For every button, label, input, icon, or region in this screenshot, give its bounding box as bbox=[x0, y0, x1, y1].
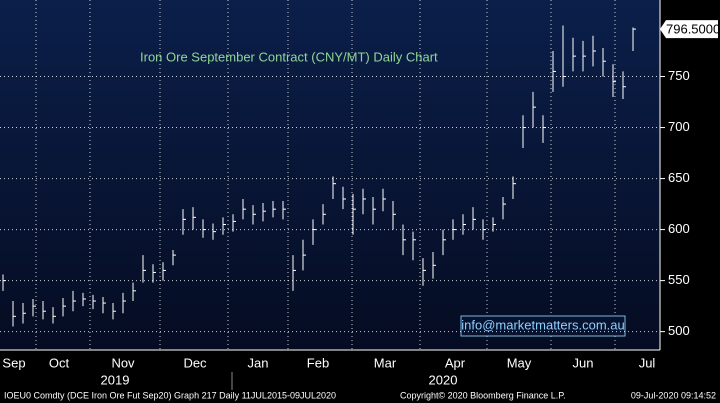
x-tick-label: Apr bbox=[445, 355, 466, 370]
footer-right: 09-Jul-2020 09:14:52 bbox=[631, 390, 716, 400]
y-tick-label: 550 bbox=[668, 272, 690, 287]
last-price-pointer bbox=[660, 20, 718, 39]
x-tick-label: Mar bbox=[374, 355, 397, 370]
x-tick-label: Oct bbox=[49, 355, 70, 370]
x-tick-label: Sep bbox=[2, 355, 25, 370]
x-tick-label: May bbox=[507, 355, 532, 370]
last-price-label: 796.5000 bbox=[666, 22, 720, 37]
y-tick-label: 700 bbox=[668, 119, 690, 134]
watermark-box bbox=[460, 315, 626, 337]
y-tick-label: 650 bbox=[668, 170, 690, 185]
year-label: 2020 bbox=[429, 372, 458, 387]
y-tick-label: 750 bbox=[668, 68, 690, 83]
plot-area bbox=[0, 0, 660, 350]
year-label: 2019 bbox=[101, 372, 130, 387]
x-tick-label: Dec bbox=[183, 355, 207, 370]
y-tick-label: 500 bbox=[668, 323, 690, 338]
x-tick-label: Jan bbox=[248, 355, 269, 370]
y-tick-label: 600 bbox=[668, 221, 690, 236]
watermark: info@marketmatters.com.au bbox=[461, 317, 624, 332]
chart-title: Iron Ore September Contract (CNY/MT) Dai… bbox=[140, 49, 438, 64]
x-tick-label: Jun bbox=[573, 355, 594, 370]
footer-center: Copyright© 2020 Bloomberg Finance L.P. bbox=[400, 390, 566, 400]
x-tick-label: Jul bbox=[639, 355, 656, 370]
footer-left: IOEU0 Comdty (DCE Iron Ore Fut Sep20) Gr… bbox=[4, 390, 336, 400]
x-tick-label: Feb bbox=[307, 355, 329, 370]
x-tick-label: Nov bbox=[111, 355, 135, 370]
